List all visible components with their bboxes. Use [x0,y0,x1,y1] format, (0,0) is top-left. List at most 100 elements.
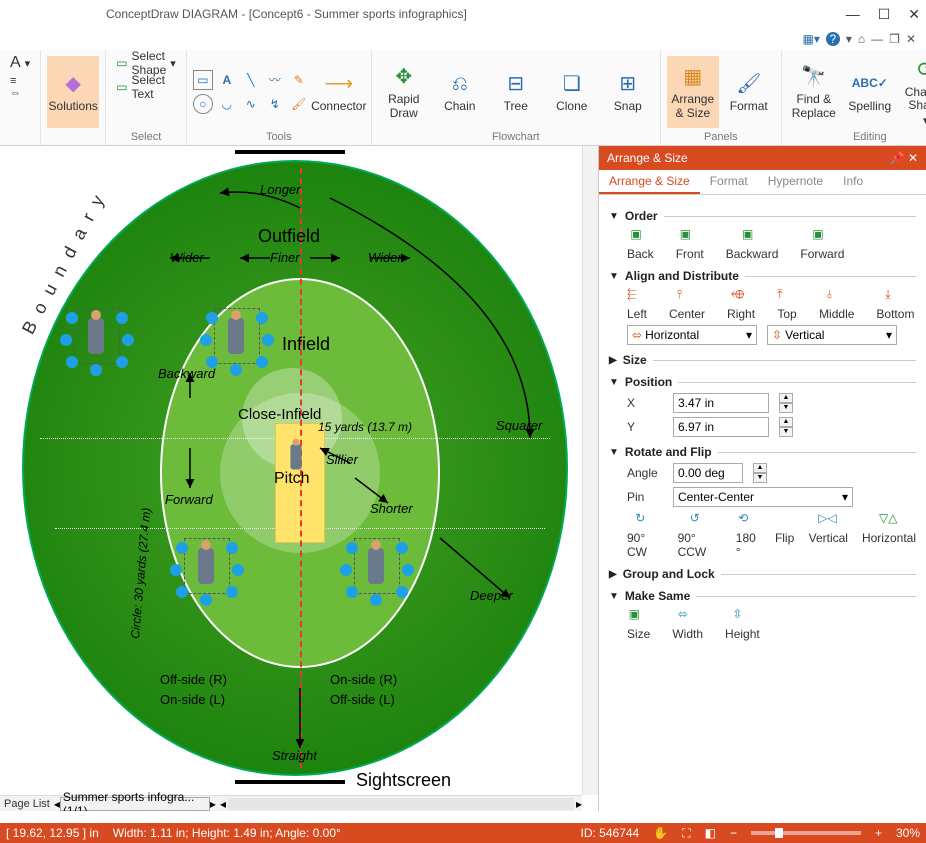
arc-tool-icon[interactable]: ◡ [217,94,237,114]
format-button[interactable]: 🖌Format [723,56,775,128]
dropdown-icon[interactable]: ▾ [846,32,852,46]
vertical-scrollbar[interactable] [582,146,598,795]
flip-horizontal-button[interactable]: ▽△Horizontal [862,511,916,559]
flip-vertical-button[interactable]: ▷◁Vertical [809,511,848,559]
arrange-size-button[interactable]: ▦Arrange & Size [667,56,719,128]
y-spinner[interactable]: ▲▼ [779,417,793,437]
rotate-cw-button[interactable]: ↻90° CW [627,511,664,559]
doc-restore-icon[interactable]: ❐ [889,32,900,46]
player-2[interactable] [200,308,272,370]
section-same[interactable]: ▼Make Same [609,589,916,603]
angle-spinner[interactable]: ▲▼ [753,463,767,483]
panel-close-icon[interactable]: ✕ [908,151,918,165]
align-center-icon: ⫯ [677,287,697,303]
rapid-draw-button[interactable]: ✥Rapid Draw [378,56,430,128]
section-rotate[interactable]: ▼Rotate and Flip [609,445,916,459]
tree-button[interactable]: ⊟Tree [490,56,542,128]
align-right-button[interactable]: ⬲Right [727,287,755,321]
chain-button[interactable]: ⎌Chain [434,56,486,128]
section-align[interactable]: ▼Align and Distribute [609,269,916,283]
align-center-button[interactable]: ⫯Center [669,287,705,321]
ellipse-tool-icon[interactable]: ○ [193,94,213,114]
section-order[interactable]: ▼Order [609,209,916,223]
spelling-button[interactable]: ABC✓Spelling [844,56,896,128]
page-selector[interactable]: Summer sports infogra... (1/1) [60,797,210,811]
connector-button[interactable]: ⟶ Connector [313,56,365,128]
hand-tool-icon[interactable]: ✋ [653,826,668,840]
status-bar: [ 19.62, 12.95 ] in Width: 1.11 in; Heig… [0,823,926,843]
scroll-right-icon[interactable]: ▸ [576,797,582,811]
maximize-icon[interactable]: ☐ [878,6,891,23]
align-button[interactable]: ≡ ⇔ [6,76,34,98]
rotate-180-button[interactable]: ⟲180 ° [736,511,761,559]
select-shape-button[interactable]: ▭Select Shape ▾ [112,52,180,74]
fit-width-icon[interactable]: ◧ [705,826,716,840]
find-replace-button[interactable]: 🔭Find & Replace [788,56,840,128]
player-4[interactable] [340,538,412,600]
section-size[interactable]: ▶Size [609,353,916,367]
snap-button[interactable]: ⊞Snap [602,56,654,128]
wider-r-label: Wider [368,250,402,265]
align-top-button[interactable]: ⤒Top [777,287,797,321]
section-group[interactable]: ▶Group and Lock [609,567,916,581]
spline-tool-icon[interactable]: ∿ [241,94,261,114]
align-bottom-button[interactable]: ⤓Bottom [876,287,914,321]
home-icon[interactable]: ⌂ [858,32,865,46]
hscroll-track[interactable] [228,798,574,810]
tab-arrange[interactable]: Arrange & Size [599,170,700,194]
help-icon[interactable]: ? [826,32,840,46]
section-position[interactable]: ▼Position [609,375,916,389]
select-text-button[interactable]: ▭Select Text [112,76,180,98]
order-forward-button[interactable]: ▣Forward [800,227,844,261]
order-front-button[interactable]: ▣Front [676,227,704,261]
align-left-button[interactable]: ⬱Left [627,287,647,321]
same-width-button[interactable]: ⬄Width [672,607,703,641]
order-back-button[interactable]: ▣Back [627,227,654,261]
change-shape-button[interactable]: ⟳Change Shape▾ [900,56,926,128]
y-input[interactable]: 6.97 in [673,417,769,437]
order-backward-button[interactable]: ▣Backward [726,227,779,261]
x-spinner[interactable]: ▲▼ [779,393,793,413]
player-3[interactable] [170,538,242,600]
zoom-out-icon[interactable]: − [730,826,737,840]
doc-minimize-icon[interactable]: — [871,32,883,46]
zoom-slider[interactable] [751,831,861,835]
fit-page-icon[interactable]: ⛶ [682,826,690,841]
rect-tool-icon[interactable]: ▭ [193,70,213,90]
pin-icon[interactable]: 📌 [890,151,905,165]
align-middle-button[interactable]: ⫰Middle [819,287,854,321]
angle-input[interactable]: 0.00 deg [673,463,743,483]
tab-format[interactable]: Format [700,170,758,194]
solutions-button[interactable]: ◆ Solutions [47,56,99,128]
distribute-vertical-combo[interactable]: ⇳ Vertical▾ [767,325,897,345]
canvas[interactable]: B o u n d a r y Outfield Infield Close-I… [0,146,598,811]
page-list-label: Page List [0,798,54,810]
tab-hypernote[interactable]: Hypernote [758,170,833,194]
font-button[interactable]: A▾ [6,52,34,74]
x-input[interactable]: 3.47 in [673,393,769,413]
tab-info[interactable]: Info [833,170,873,194]
minimize-icon[interactable]: — [846,6,860,23]
polyline-tool-icon[interactable]: ↯ [265,94,285,114]
doc-close-icon[interactable]: ✕ [906,32,916,46]
scroll-left-icon[interactable]: ◂ [220,797,226,811]
horizontal-scrollbar[interactable]: Page List ◂ Summer sports infogra... (1/… [0,795,582,811]
zoom-in-icon[interactable]: + [875,826,882,840]
same-height-button[interactable]: ⇳Height [725,607,760,641]
spelling-label: Spelling [848,100,891,113]
page-next-icon[interactable]: ▸ [210,797,216,811]
curve-tool-icon[interactable]: 〰 [265,70,285,90]
close-icon[interactable]: ✕ [908,6,920,23]
player-1[interactable] [60,308,132,370]
distribute-horizontal-combo[interactable]: ⬄ Horizontal▾ [627,325,757,345]
brush-tool-icon[interactable]: 🖌 [289,94,309,114]
rotate-ccw-button[interactable]: ↺90° CCW [678,511,722,559]
pin-combo[interactable]: Center-Center▾ [673,487,853,507]
grid-icon[interactable]: ▦▾ [803,32,820,46]
clone-button[interactable]: ❏Clone [546,56,598,128]
same-size-button[interactable]: ▣Size [627,607,650,641]
line-tool-icon[interactable]: ╲ [241,70,261,90]
text-tool-icon[interactable]: A [217,70,237,90]
pencil-tool-icon[interactable]: ✎ [289,70,309,90]
flip-v-icon: ▷◁ [818,511,838,527]
